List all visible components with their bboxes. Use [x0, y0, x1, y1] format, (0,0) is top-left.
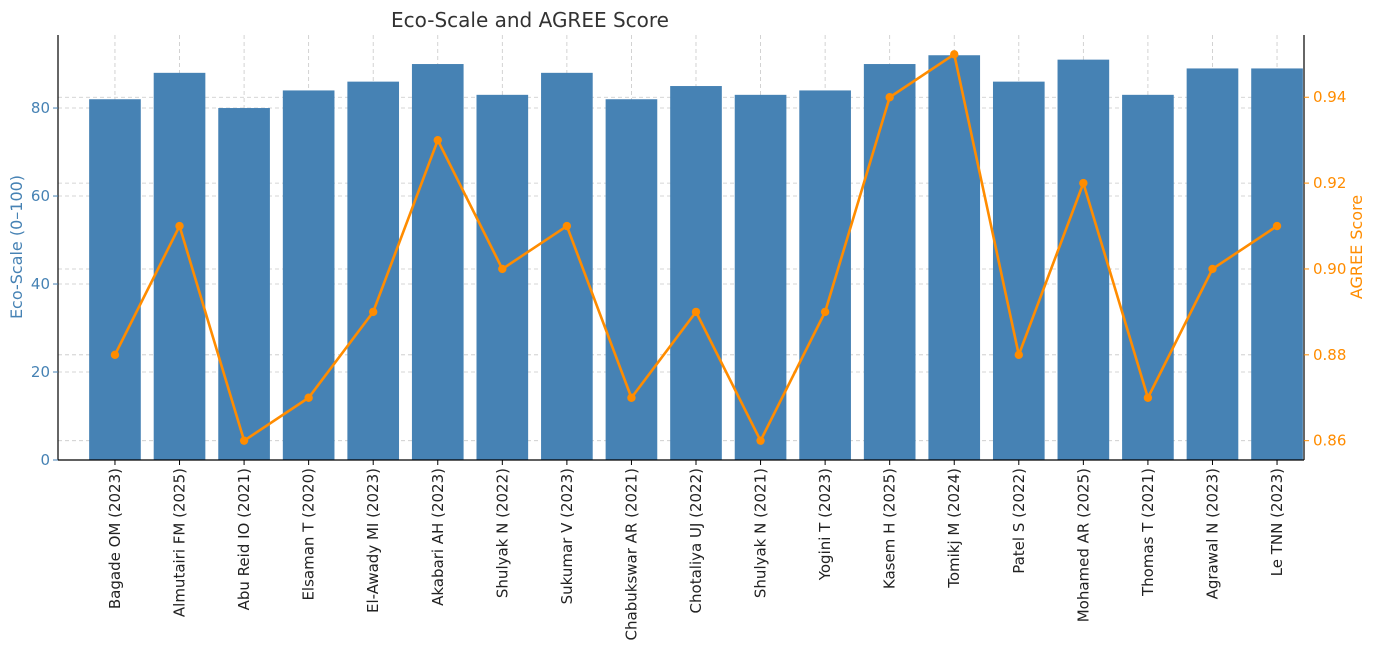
x-tick-label: Tomikj M (2024) — [945, 468, 963, 589]
line-point — [175, 221, 184, 231]
x-tick-label: Akabari AH (2023) — [429, 468, 447, 606]
line-point — [1143, 393, 1153, 402]
chart-title: Eco-Scale and AGREE Score — [391, 8, 669, 32]
line-point — [498, 264, 507, 274]
line-point — [1208, 264, 1217, 274]
line-point — [110, 350, 120, 360]
x-tick-label: Mohamed AR (2025) — [1074, 468, 1092, 622]
line-point — [691, 307, 701, 317]
x-tick-label: El-Awady MI (2023) — [364, 468, 382, 613]
x-tick-label: Shulyak N (2021) — [752, 468, 770, 598]
bar — [282, 90, 335, 460]
right-tick-label: 0.94 — [1313, 88, 1346, 106]
bar — [1122, 94, 1174, 461]
bar — [347, 81, 400, 460]
left-tick-label: 40 — [31, 275, 50, 293]
x-tick-label: Sukumar V (2023) — [558, 468, 576, 604]
x-tick-label: Almutairi FM (2025) — [171, 468, 189, 617]
bar — [218, 108, 270, 460]
x-tick-label: Shulyak N (2022) — [493, 468, 511, 598]
x-tick-label: Yogini T (2023) — [816, 468, 834, 581]
left-tick-label: 0 — [40, 451, 50, 469]
line-point — [433, 135, 442, 145]
bar — [476, 94, 529, 461]
x-tick-label: Abu Reid IO (2021) — [235, 468, 253, 610]
y2-axis-label: AGREE Score — [1347, 195, 1366, 299]
line-point — [756, 436, 765, 445]
left-axis-ticks: 0 20 40 60 80 — [31, 99, 58, 469]
right-tick-label: 0.88 — [1313, 346, 1346, 364]
right-tick-label: 0.86 — [1313, 432, 1346, 450]
x-tick-label: Elsaman T (2020) — [300, 468, 318, 601]
left-tick-label: 20 — [31, 363, 50, 381]
axes — [57, 35, 1305, 461]
bar — [1251, 68, 1303, 460]
line-point — [1079, 178, 1088, 188]
line-point — [1014, 350, 1023, 360]
bar — [89, 99, 141, 461]
bar — [541, 72, 593, 461]
bar — [1186, 68, 1239, 460]
line-point — [562, 221, 572, 231]
line-point — [239, 436, 249, 445]
right-tick-label: 0.92 — [1313, 174, 1346, 192]
x-tick-label: Agrawal N (2023) — [1203, 468, 1221, 599]
bar — [1057, 59, 1110, 460]
right-axis-ticks: 0.86 0.88 0.90 0.92 0.94 — [1304, 88, 1346, 450]
line-point — [820, 307, 830, 317]
x-tick-label: Patel S (2022) — [1010, 468, 1028, 574]
bar — [411, 64, 464, 461]
x-tick-label: Le TNN (2023) — [1268, 468, 1286, 576]
line-point — [885, 93, 894, 102]
bar-series — [89, 55, 1303, 461]
bar — [734, 94, 787, 461]
x-tick-label: Thomas T (2021) — [1139, 468, 1157, 597]
left-tick-label: 80 — [31, 99, 50, 117]
x-tick-label: Kasem H (2025) — [881, 468, 899, 589]
right-tick-label: 0.90 — [1313, 260, 1346, 278]
bar — [799, 90, 851, 460]
line-point — [1272, 221, 1282, 231]
line-point — [304, 393, 313, 402]
bar — [928, 55, 981, 460]
bar — [670, 86, 722, 461]
bar — [863, 64, 916, 461]
line-point — [369, 307, 378, 317]
left-tick-label: 60 — [31, 187, 50, 205]
line-series — [110, 50, 1282, 445]
x-axis-ticks: Bagade OM (2023) Almutairi FM (2025) Abu R… — [106, 460, 1286, 640]
x-tick-label: Bagade OM (2023) — [106, 468, 124, 609]
x-tick-label: Chabukswar AR (2021) — [622, 468, 640, 640]
line-point — [950, 50, 959, 59]
bar — [605, 99, 658, 461]
line-point — [627, 393, 636, 402]
y-axis-label: Eco-Scale (0–100) — [7, 175, 26, 319]
bar — [153, 72, 206, 461]
x-tick-label: Chotaliya UJ (2022) — [687, 468, 705, 613]
